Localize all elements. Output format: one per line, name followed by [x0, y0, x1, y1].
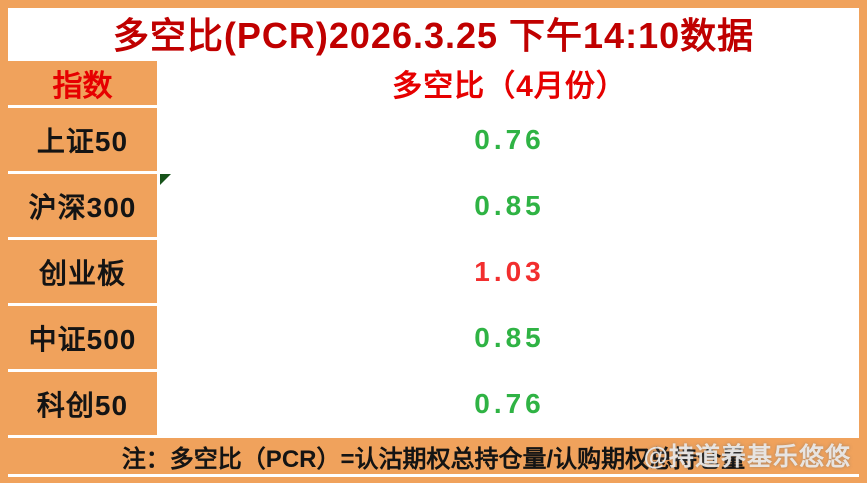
index-cell: 上证50 [8, 108, 160, 174]
pcr-value: 0.85 [474, 321, 545, 353]
table-row: 上证50 0.76 [8, 108, 859, 174]
col-header-pcr: 多空比（4月份） [160, 58, 859, 108]
value-cell: 0.76 [160, 108, 859, 174]
index-cell: 中证500 [8, 306, 160, 372]
cell-corner-marker-icon [160, 174, 171, 185]
table-row: 创业板 1.03 [8, 240, 859, 306]
footnote-row: 注：多空比（PCR）=认沽期权总持仓量/认购期权总持仓量 [8, 438, 859, 477]
value-cell: 0.76 [160, 372, 859, 438]
pcr-table: 指数 多空比（4月份） 上证50 0.76 沪深300 0.85 创业板 1.0… [8, 58, 859, 477]
col-header-index: 指数 [8, 58, 160, 108]
value-cell: 0.85 [160, 306, 859, 372]
index-cell: 沪深300 [8, 174, 160, 240]
footnote: 注：多空比（PCR）=认沽期权总持仓量/认购期权总持仓量 [8, 438, 859, 477]
value-cell: 0.85 [160, 174, 859, 240]
header-row: 指数 多空比（4月份） [8, 58, 859, 108]
page-title: 多空比(PCR)2026.3.25 下午14:10数据 [8, 8, 859, 58]
table-row: 沪深300 0.85 [8, 174, 859, 240]
table-row: 中证500 0.85 [8, 306, 859, 372]
index-cell: 创业板 [8, 240, 160, 306]
pcr-value: 0.76 [474, 123, 545, 155]
table-row: 科创50 0.76 [8, 372, 859, 438]
pcr-value: 1.03 [474, 255, 545, 287]
pcr-value: 0.85 [474, 189, 545, 221]
value-cell: 1.03 [160, 240, 859, 306]
pcr-value: 0.76 [474, 387, 545, 419]
index-cell: 科创50 [8, 372, 160, 438]
